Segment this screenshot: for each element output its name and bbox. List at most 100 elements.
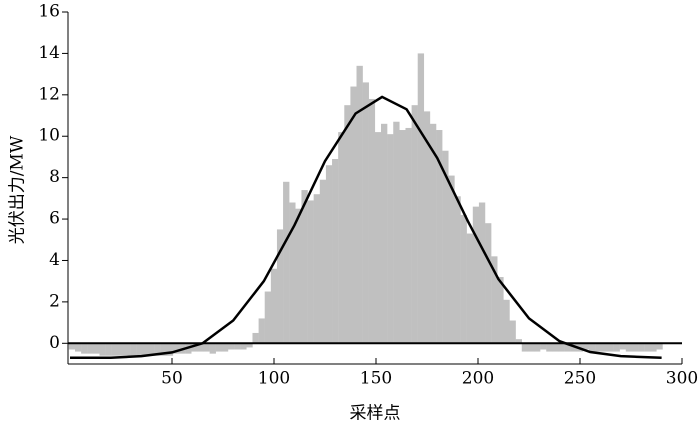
- bar: [227, 343, 235, 350]
- bar: [301, 190, 308, 344]
- bar: [374, 132, 382, 344]
- bar: [546, 343, 553, 352]
- bar: [148, 343, 155, 356]
- bar: [399, 130, 406, 344]
- bar: [607, 343, 614, 352]
- bar: [221, 343, 229, 352]
- bar: [540, 343, 547, 350]
- x-axis-label: 采样点: [350, 404, 401, 424]
- bar: [307, 200, 314, 344]
- bar: [411, 105, 418, 344]
- bar: [81, 343, 88, 354]
- bar: [558, 343, 565, 352]
- bar: [123, 343, 131, 356]
- bar: [191, 343, 198, 352]
- x-tick-label: 100: [258, 369, 290, 389]
- y-tick-label: 10: [38, 126, 60, 146]
- bar: [515, 339, 522, 344]
- bar: [638, 343, 645, 352]
- bar: [350, 86, 357, 344]
- bar: [595, 343, 602, 352]
- bar: [252, 332, 259, 344]
- bar: [332, 159, 339, 344]
- bar: [246, 343, 253, 348]
- fit-curve: [70, 95, 662, 360]
- bar: [142, 343, 149, 356]
- x-tick-label: 250: [564, 369, 596, 389]
- bar: [417, 53, 425, 344]
- bar: [509, 320, 516, 344]
- bar: [601, 343, 608, 352]
- bar: [319, 179, 327, 344]
- bar: [264, 291, 272, 344]
- bar: [136, 343, 143, 356]
- bar: [436, 130, 443, 344]
- bar: [105, 343, 112, 356]
- bar: [497, 277, 504, 344]
- bar: [460, 214, 467, 344]
- bar: [644, 343, 651, 352]
- bar: [429, 123, 437, 344]
- bar: [111, 343, 119, 356]
- bar: [485, 223, 492, 344]
- bar: [68, 343, 76, 350]
- bar: [521, 343, 529, 352]
- y-tick-label: 2: [49, 291, 60, 311]
- bar: [154, 343, 161, 356]
- bar: [258, 318, 265, 344]
- bar: [631, 343, 639, 352]
- bar: [99, 343, 106, 356]
- y-tick-label: 12: [38, 84, 60, 104]
- bar: [344, 105, 351, 344]
- y-tick-label: 8: [49, 167, 60, 187]
- bar: [650, 343, 657, 352]
- bar: [283, 181, 290, 344]
- bar: [442, 150, 449, 344]
- bar: [491, 256, 498, 344]
- y-tick-label: 6: [49, 209, 60, 229]
- bar: [240, 343, 247, 350]
- bar: [454, 196, 461, 344]
- x-tick-label: 200: [462, 369, 494, 389]
- bar: [527, 343, 535, 352]
- bar: [289, 202, 296, 344]
- bar: [589, 343, 596, 352]
- x-tick-label: 300: [666, 369, 698, 389]
- bar: [130, 343, 137, 356]
- bar: [93, 343, 100, 354]
- bar: [619, 343, 627, 350]
- bar: [613, 343, 620, 352]
- bar: [276, 229, 284, 344]
- bar: [87, 343, 94, 354]
- bar: [313, 194, 321, 344]
- bar: [209, 343, 216, 354]
- bar: [478, 202, 486, 344]
- bar: [466, 233, 474, 344]
- bar: [423, 111, 431, 344]
- bar: [448, 175, 455, 344]
- bar: [564, 343, 571, 352]
- bar: [356, 65, 363, 344]
- bar: [380, 123, 388, 344]
- y-tick-label: 0: [49, 333, 60, 353]
- bar: [172, 343, 180, 354]
- bar: [503, 299, 510, 344]
- x-tick-label: 50: [161, 369, 183, 389]
- bar: [552, 343, 559, 352]
- bar: [166, 343, 174, 356]
- y-tick-label: 16: [38, 2, 60, 22]
- bar: [295, 208, 302, 344]
- bar: [368, 98, 376, 344]
- bar: [74, 343, 82, 352]
- bar: [405, 127, 412, 344]
- y-axis-label: 光伏出力/MW: [8, 135, 28, 244]
- bar: [656, 343, 663, 350]
- bar: [472, 206, 480, 344]
- x-tick-label: 150: [360, 369, 392, 389]
- bar: [325, 165, 333, 344]
- bar: [215, 343, 223, 352]
- bar: [582, 343, 590, 350]
- y-tick-label: 4: [49, 250, 60, 270]
- bar: [533, 343, 541, 352]
